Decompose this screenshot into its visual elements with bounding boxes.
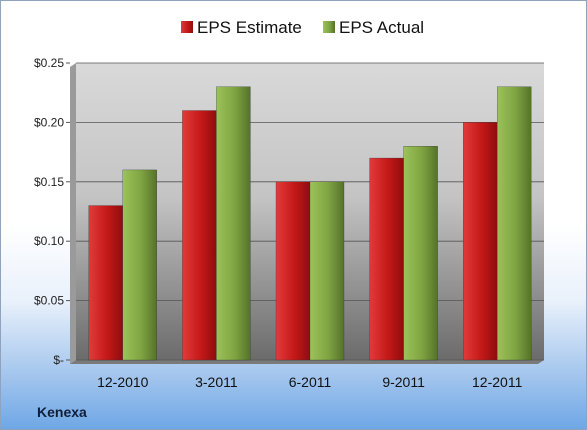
x-tick-label: 12-2010	[97, 374, 149, 390]
estimate-bar	[369, 157, 404, 361]
actual-bar	[309, 181, 345, 361]
y-tick-label: $0.20	[34, 115, 64, 129]
y-tick-label: $0.15	[34, 175, 64, 189]
y-tick-label: $0.25	[34, 56, 64, 70]
y-tick-label: $-	[53, 353, 64, 367]
estimate-bar	[463, 122, 498, 361]
legend-label-actual: EPS Actual	[339, 18, 424, 37]
plot-floor	[70, 360, 544, 364]
actual-bar	[403, 146, 438, 361]
x-tick-label: 6-2011	[289, 374, 332, 390]
estimate-bar	[275, 181, 311, 361]
y-tick-label: $0.05	[34, 294, 64, 308]
actual-bar	[497, 86, 532, 361]
legend-swatch-actual	[323, 21, 335, 33]
company-name: Kenexa	[37, 404, 87, 420]
legend-label-estimate: EPS Estimate	[197, 18, 302, 37]
plot-side-wall	[70, 63, 76, 364]
y-tick-label: $0.10	[34, 234, 64, 248]
x-tick-label: 12-2011	[472, 374, 523, 390]
x-tick-label: 3-2011	[195, 374, 238, 390]
legend: EPS Estimate EPS Actual	[181, 18, 424, 37]
plot-area: $- $0.05 $0.10 $0.15 $0.20 $0.25 12-2010 3-2011…	[34, 56, 544, 390]
legend-swatch-estimate	[181, 21, 193, 33]
actual-bar	[216, 86, 251, 361]
estimate-bar	[182, 110, 217, 361]
actual-bar	[122, 169, 157, 361]
estimate-bar	[88, 205, 123, 361]
x-tick-label: 9-2011	[382, 374, 425, 390]
